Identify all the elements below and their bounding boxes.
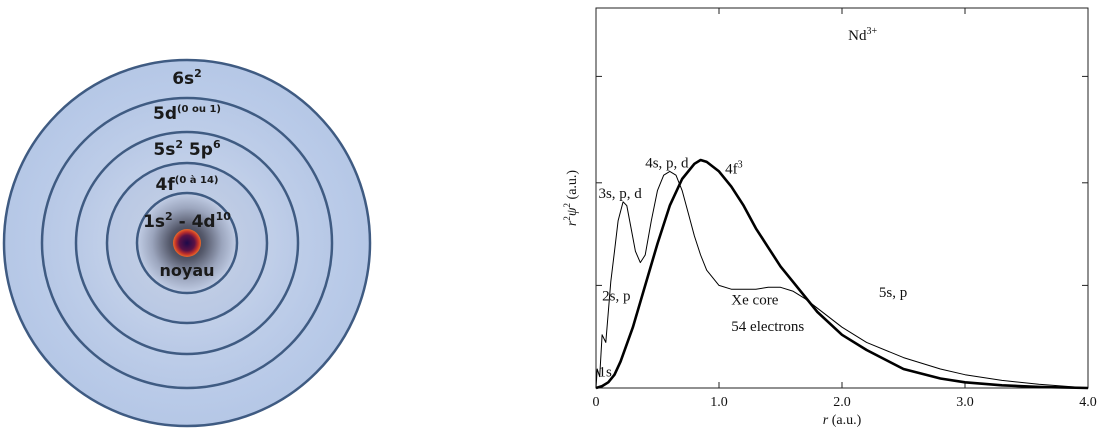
annotation-1: 2s, p	[602, 289, 630, 305]
shell-label-5d: 5d(0 ou 1)	[153, 104, 221, 124]
annotation-2: 3s, p, d	[598, 186, 642, 202]
shell-label-4f: 4f(0 à 14)	[156, 174, 219, 195]
plot-frame	[595, 7, 1089, 389]
annotation-0: 1s	[598, 365, 612, 381]
annotation-4: Xe core	[731, 292, 778, 308]
x-tick-label-1: 1.0	[710, 395, 728, 410]
shell-label-6s: 6s2	[172, 67, 202, 89]
series-line-0	[595, 158, 1089, 390]
nucleus	[173, 229, 201, 257]
chart-title: Nd3+	[848, 26, 877, 44]
series-line-1	[595, 170, 1089, 389]
electron-shell-diagram: 6s2 5d(0 ou 1) 5s2 5p6 4f(0 à 14) 1s2 - …	[2, 58, 372, 428]
shell-label-core: 1s2 - 4d10	[143, 210, 231, 232]
x-axis-label: r (a.u.)	[823, 413, 862, 428]
x-tick-label-0: 0	[593, 395, 600, 410]
shell-label-5s-5p: 5s2 5p6	[153, 138, 221, 160]
x-tick-label-2: 2.0	[833, 395, 851, 410]
series-label-4f3: 4f3	[725, 159, 743, 177]
nucleus-label: noyau	[160, 261, 215, 280]
annotation-3: 4s, p, d	[645, 156, 689, 172]
x-tick-label-3: 3.0	[956, 395, 974, 410]
x-tick-label-4: 4.0	[1079, 395, 1097, 410]
y-axis-label: r2ψ2 (a.u.)	[562, 170, 580, 227]
annotation-5: 54 electrons	[731, 319, 804, 335]
radial-distribution-chart: 0 1.0 2.0 3.0 4.0 Nd3+ 4f3 1s 2s, p 3s, p, d4s, p…	[562, 7, 1097, 428]
annotation-6: 5s, p	[879, 285, 907, 301]
